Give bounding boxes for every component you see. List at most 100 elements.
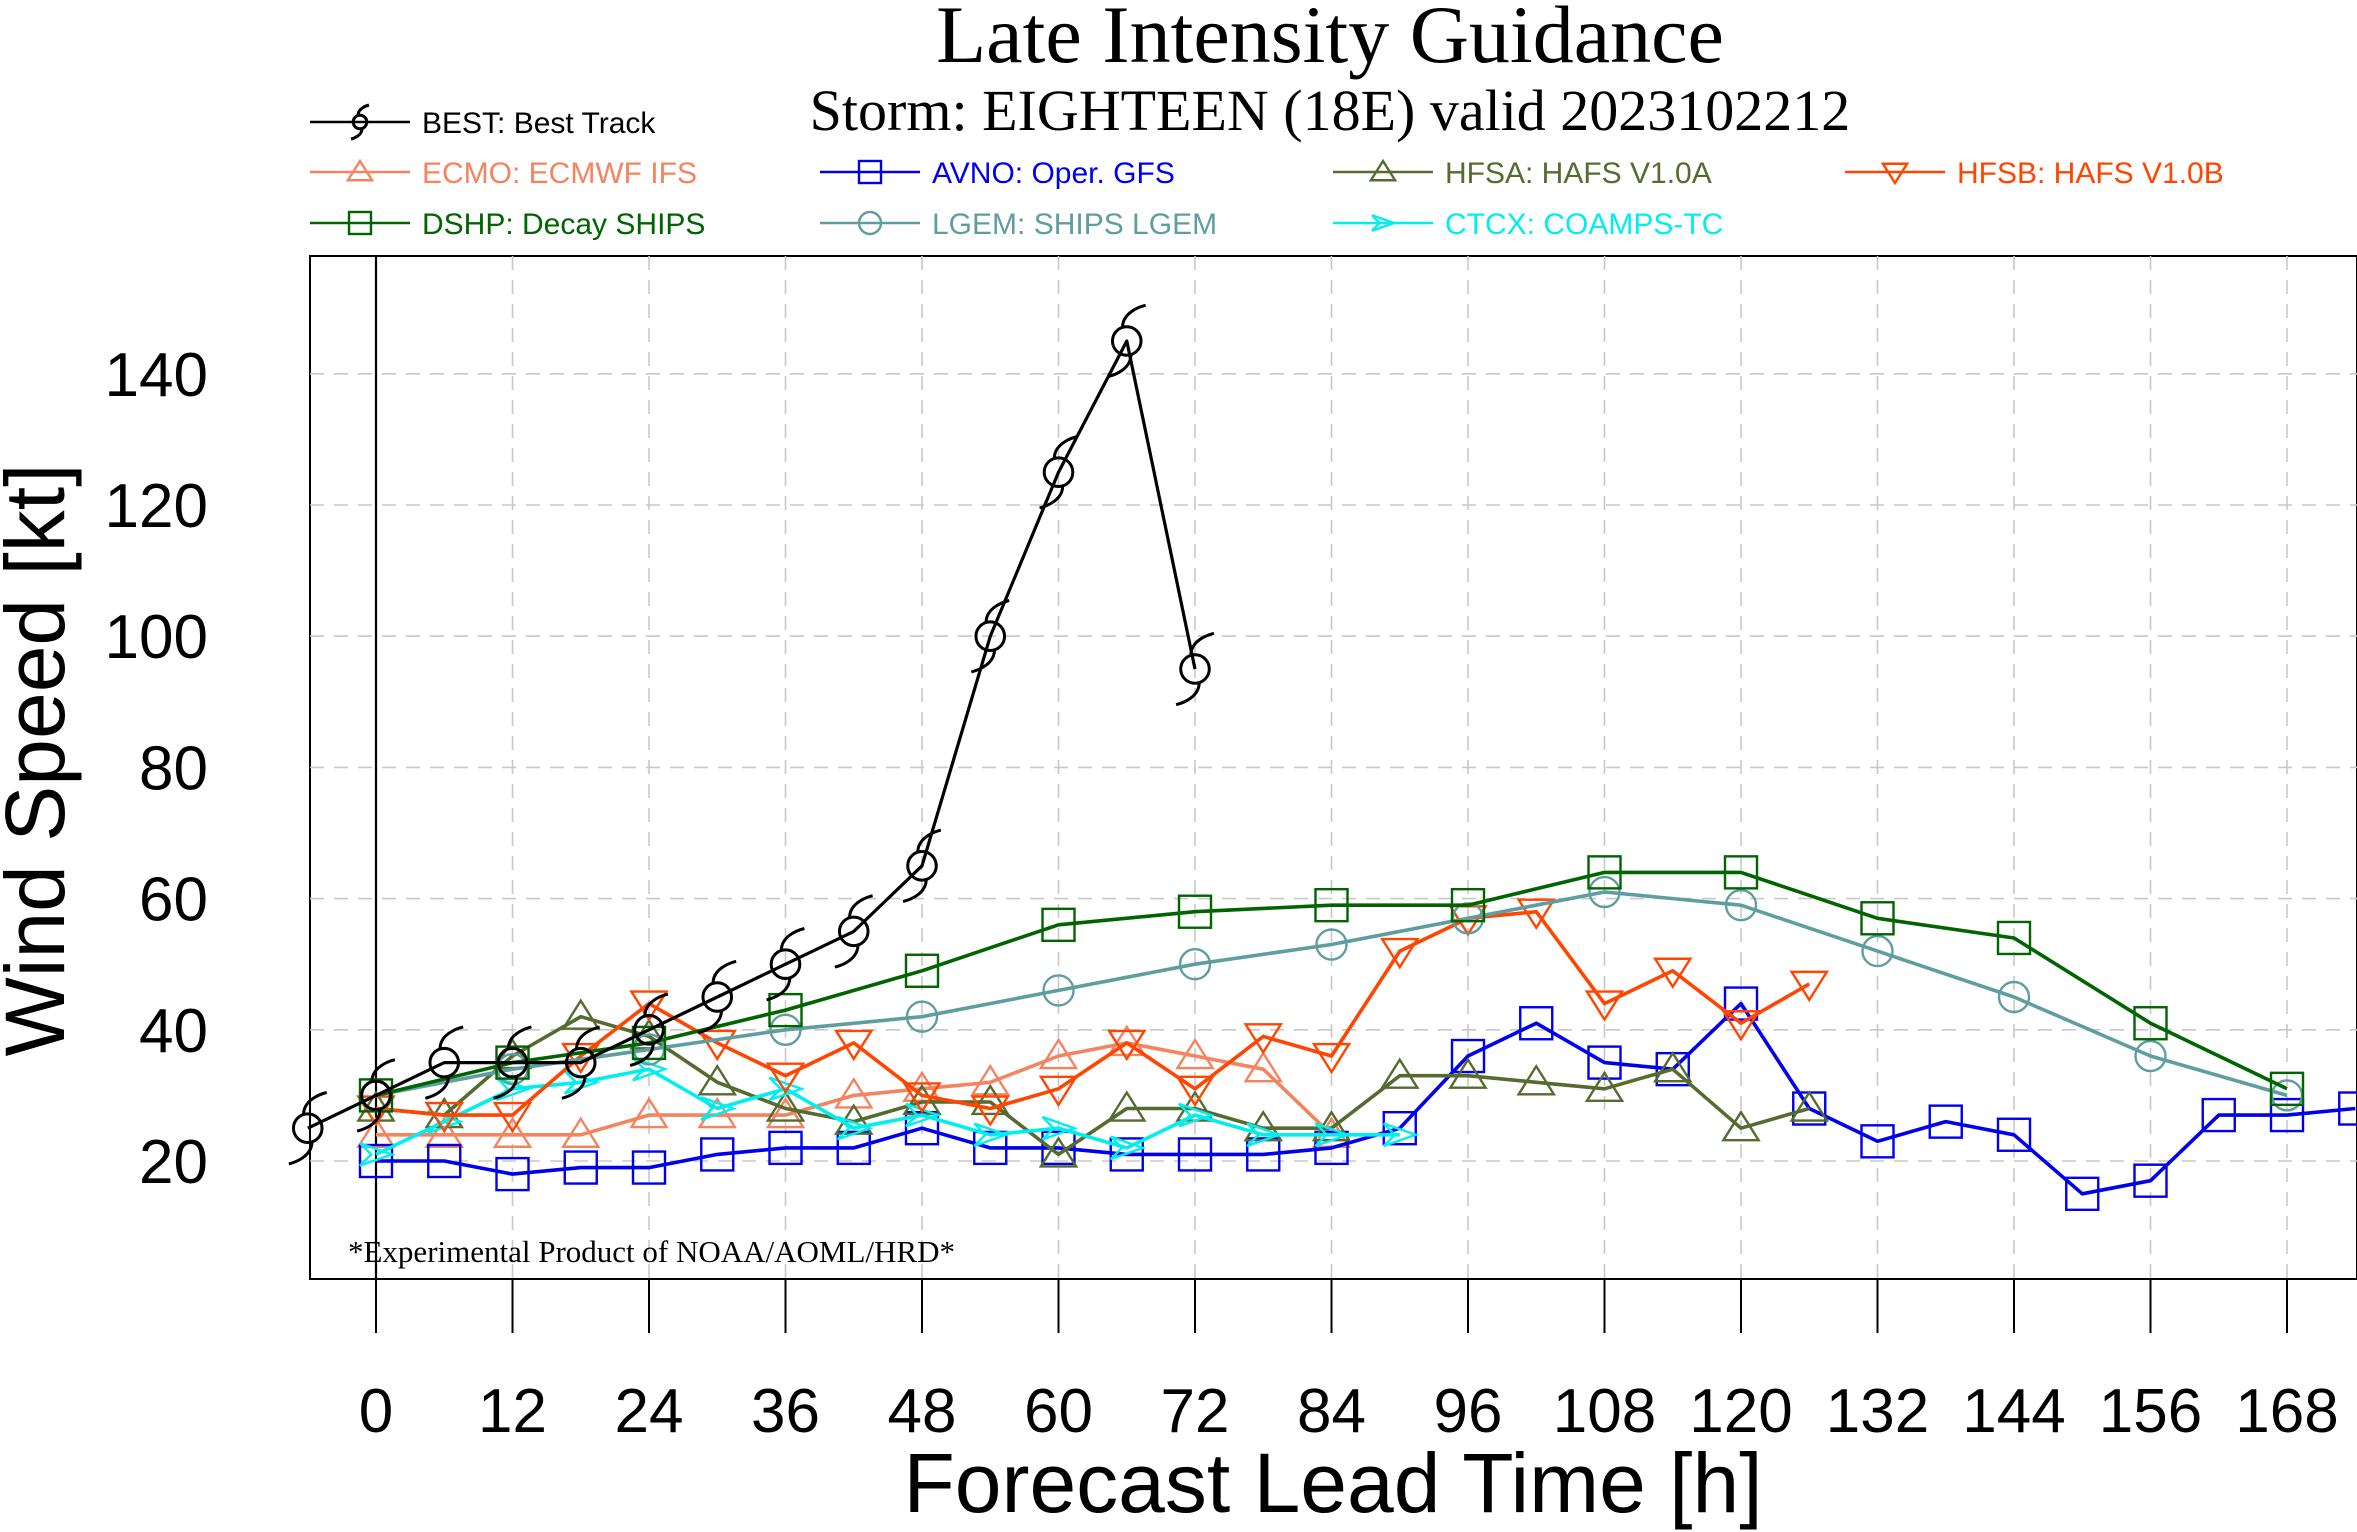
ctcx-point <box>973 1122 1010 1148</box>
hfsb-point <box>765 1062 806 1094</box>
x-tick-label: 12 <box>478 1377 547 1446</box>
y-axis-label: Wind Speed [kt] <box>0 464 82 1057</box>
avno-point <box>836 1130 871 1166</box>
ecmo-point <box>1106 1024 1147 1057</box>
hfsa-point <box>1379 1057 1420 1089</box>
ecmo-point <box>356 1116 396 1148</box>
avno-point <box>1177 1137 1213 1172</box>
legend-swatch-marker <box>345 158 375 182</box>
avno-point <box>1587 1045 1622 1080</box>
legend-swatch-marker <box>1880 162 1910 186</box>
hfsa-point <box>765 1090 806 1122</box>
dshp-point <box>768 992 803 1028</box>
lgem-point <box>1724 888 1758 922</box>
avno-point <box>1860 1124 1895 1159</box>
hfsb-point <box>1311 1042 1352 1075</box>
dshp-point <box>631 1025 667 1061</box>
hfsa-point <box>1652 1050 1693 1083</box>
hfsa-point <box>1789 1090 1830 1122</box>
dshp-point <box>2133 1006 2168 1041</box>
hfsa-point <box>970 1083 1011 1116</box>
y-tick-label: 20 <box>139 1128 208 1197</box>
dshp-line <box>375 870 2288 1098</box>
hfsb-point <box>1106 1029 1147 1062</box>
best-point <box>1039 435 1078 510</box>
hfsa-point <box>1106 1090 1147 1122</box>
ecmo-line <box>376 1041 1333 1137</box>
ecmo-point <box>629 1096 669 1129</box>
legend-label: CTCX: COAMPS-TC <box>1445 208 1723 241</box>
lgem-line <box>375 890 2288 1098</box>
hfsb-point <box>1516 898 1557 930</box>
dshp-point <box>1587 855 1622 890</box>
hfsb-point <box>1038 1075 1079 1108</box>
dshp-point <box>1041 907 1076 943</box>
x-tick-label: 132 <box>1826 1377 1929 1446</box>
lgem-point <box>1315 928 1348 961</box>
avno-point <box>1519 1006 1554 1041</box>
series-avno <box>358 986 2357 1212</box>
hfsb-point <box>1243 1023 1284 1055</box>
hfsb-point <box>424 1101 465 1134</box>
avno-point <box>1928 1104 1963 1139</box>
ctcx-point <box>1178 1102 1215 1128</box>
avno-point <box>700 1137 735 1172</box>
best-point <box>1175 631 1215 707</box>
avno-point <box>427 1143 462 1179</box>
lgem-point <box>1997 980 2031 1014</box>
ecmo-point <box>424 1116 465 1148</box>
best-point <box>902 828 942 903</box>
legend-label: ECMO: ECMWF IFS <box>422 157 697 190</box>
dshp-point <box>1450 887 1486 923</box>
legend: BEST: Best Track ECMO: ECMWF IFS AVNO: Ope… <box>310 103 2224 241</box>
lgem-point <box>1178 948 1212 981</box>
dshp-point <box>358 1078 394 1113</box>
tick-labels: 0 12 24 36 48 60 72 84 96 108 120 132 144 156 168 20 40 6… <box>105 341 2339 1446</box>
ecmo-point <box>970 1064 1011 1096</box>
legend-label: HFSB: HAFS V1.0B <box>1957 157 2224 190</box>
avno-point <box>1109 1137 1144 1172</box>
ctcx-point <box>1314 1122 1352 1148</box>
x-tick-label: 72 <box>1161 1377 1230 1446</box>
legend-swatch-marker <box>857 159 883 185</box>
legend-label: BEST: Best Track <box>422 107 656 140</box>
hfsb-point <box>833 1029 874 1062</box>
x-tick-label: 60 <box>1024 1377 1093 1446</box>
chart-subtitle: Storm: EIGHTEEN (18E) valid 2023102212 <box>810 78 1851 143</box>
legend-item-dshp: DSHP: Decay SHIPS <box>310 208 705 241</box>
ecmo-point <box>1243 1050 1284 1083</box>
avno-point <box>631 1150 667 1185</box>
x-tick-label: 108 <box>1553 1377 1656 1446</box>
legend-swatch-marker <box>857 210 883 236</box>
hfsa-point <box>1721 1109 1761 1142</box>
best-point <box>493 1025 532 1100</box>
lgem-point <box>1042 974 1075 1007</box>
dshp-point <box>1723 855 1759 890</box>
ctcx-point <box>1109 1135 1147 1161</box>
best-point <box>1107 303 1147 379</box>
legend-item-hfsb: HFSB: HAFS V1.0B <box>1845 157 2224 190</box>
hfsb-point <box>492 1101 533 1134</box>
dshp-point <box>1314 887 1349 923</box>
series-best <box>288 303 1215 1166</box>
lgem-point <box>1588 875 1621 909</box>
x-tick-label: 96 <box>1434 1377 1503 1446</box>
x-tick-label: 36 <box>751 1377 820 1446</box>
ctcx-point <box>836 1115 874 1141</box>
x-tick-label: 168 <box>2235 1377 2338 1446</box>
avno-point <box>1246 1137 1281 1172</box>
hfsb-point <box>697 1029 738 1062</box>
best-point <box>424 1025 464 1100</box>
x-tick-label: 24 <box>615 1377 684 1446</box>
hfsb-point <box>1652 957 1693 990</box>
avno-point <box>563 1150 598 1185</box>
hfsb-point <box>970 1095 1011 1127</box>
hfsb-point <box>1584 990 1625 1022</box>
avno-point <box>1450 1038 1486 1074</box>
legend-label: AVNO: Oper. GFS <box>932 157 1175 190</box>
lgem-point <box>769 1013 802 1047</box>
hfsb-line <box>375 909 1811 1117</box>
avno-point <box>2338 1091 2357 1126</box>
series-dshp <box>358 855 2305 1113</box>
